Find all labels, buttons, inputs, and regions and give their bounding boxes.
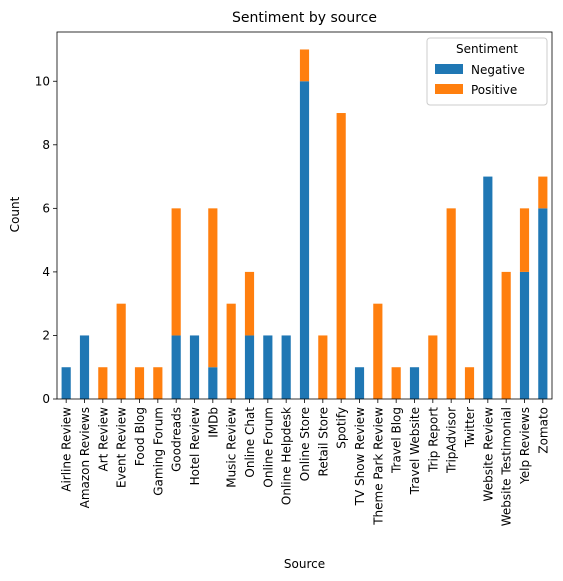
- bar-negative-6: [171, 335, 181, 399]
- bar-positive-10: [244, 271, 255, 336]
- bar-positive-20: [428, 335, 438, 399]
- x-tick-label-2: Art Review: [96, 407, 110, 472]
- x-tick-label-0: Airline Review: [60, 407, 74, 492]
- bar-positive-5: [153, 367, 163, 399]
- x-tick-label-3: Event Review: [115, 407, 129, 488]
- legend-swatch-0: [435, 64, 463, 74]
- x-tick-label-11: Online Forum: [261, 407, 275, 488]
- y-tick-label-8: 8: [42, 138, 50, 152]
- bar-negative-7: [189, 335, 200, 399]
- bar-positive-22: [464, 367, 475, 399]
- bar-positive-17: [373, 303, 383, 399]
- bar-negative-12: [281, 335, 291, 399]
- x-tick-label-17: Theme Park Review: [371, 407, 385, 526]
- x-tick-label-24: Website Testimonial: [500, 407, 514, 526]
- x-tick-label-6: Goodreads: [170, 407, 184, 472]
- x-tick-label-26: Zomato: [536, 407, 550, 454]
- y-tick-label-10: 10: [35, 74, 50, 88]
- x-tick-label-10: Online Chat: [243, 407, 257, 478]
- x-tick-label-1: Amazon Reviews: [78, 407, 92, 508]
- x-tick-label-23: Website Review: [481, 407, 495, 502]
- bar-positive-2: [98, 367, 108, 399]
- x-tick-label-21: TripAdvisor: [445, 407, 459, 474]
- x-tick-label-20: Trip Report: [426, 407, 440, 473]
- y-tick-label-6: 6: [42, 201, 50, 215]
- bar-positive-4: [134, 367, 145, 399]
- bar-positive-21: [446, 208, 456, 399]
- x-tick-label-4: Food Blog: [133, 407, 147, 466]
- y-tick-label-4: 4: [42, 265, 50, 279]
- bar-positive-25: [519, 208, 530, 272]
- bar-negative-16: [354, 367, 365, 399]
- y-tick-label-0: 0: [42, 392, 50, 406]
- bar-negative-25: [519, 271, 530, 399]
- bar-positive-6: [171, 208, 181, 336]
- axes-frame: [56, 31, 553, 400]
- bar-positive-24: [501, 271, 511, 399]
- x-tick-label-15: Spotify: [335, 407, 349, 449]
- chart-title: Sentiment by source: [232, 10, 377, 26]
- x-tick-label-9: Music Review: [225, 407, 239, 488]
- legend-label-0: Negative: [471, 63, 525, 77]
- x-tick-label-18: Travel Blog: [390, 407, 404, 474]
- x-tick-label-5: Gaming Forum: [151, 407, 165, 496]
- bar-positive-9: [226, 303, 236, 399]
- bar-negative-26: [538, 208, 548, 399]
- bar-positive-15: [336, 113, 346, 399]
- legend: Sentiment Negative Positive: [426, 37, 548, 106]
- legend-swatch-1: [435, 84, 463, 94]
- y-axis-title: Count: [8, 196, 22, 232]
- bar-positive-13: [299, 49, 310, 82]
- bar-positive-26: [538, 176, 548, 209]
- bar-positive-14: [318, 335, 328, 399]
- bar-positive-3: [116, 303, 126, 399]
- legend-label-1: Positive: [471, 83, 517, 97]
- bar-negative-8: [208, 367, 218, 399]
- plot-area: 0 2 4 6 8 10 Airline Review Amazon Reviews Art R…: [35, 31, 553, 526]
- y-tick-label-2: 2: [42, 328, 50, 342]
- x-tick-label-25: Yelp Reviews: [518, 407, 532, 485]
- bar-positive-8: [208, 208, 218, 368]
- bar-negative-19: [409, 367, 420, 399]
- x-tick-label-19: Travel Website: [408, 407, 422, 495]
- bar-negative-10: [244, 335, 255, 399]
- bar-negative-11: [263, 335, 273, 399]
- x-tick-label-16: TV Show Review: [353, 407, 367, 507]
- x-tick-label-8: IMDb: [206, 407, 220, 438]
- x-tick-label-22: Twitter: [463, 407, 477, 448]
- bar-positive-18: [391, 367, 401, 399]
- bar-negative-13: [299, 81, 310, 399]
- x-tick-label-14: Retail Store: [316, 407, 330, 476]
- x-tick-label-12: Online Helpdesk: [280, 407, 294, 505]
- bar-negative-0: [61, 367, 71, 399]
- bar-negative-23: [483, 176, 493, 399]
- x-tick-label-13: Online Store: [298, 407, 312, 481]
- legend-title: Sentiment: [456, 42, 518, 56]
- bar-negative-1: [79, 335, 90, 399]
- x-axis-title: Source: [284, 557, 325, 571]
- x-tick-label-7: Hotel Review: [188, 407, 202, 486]
